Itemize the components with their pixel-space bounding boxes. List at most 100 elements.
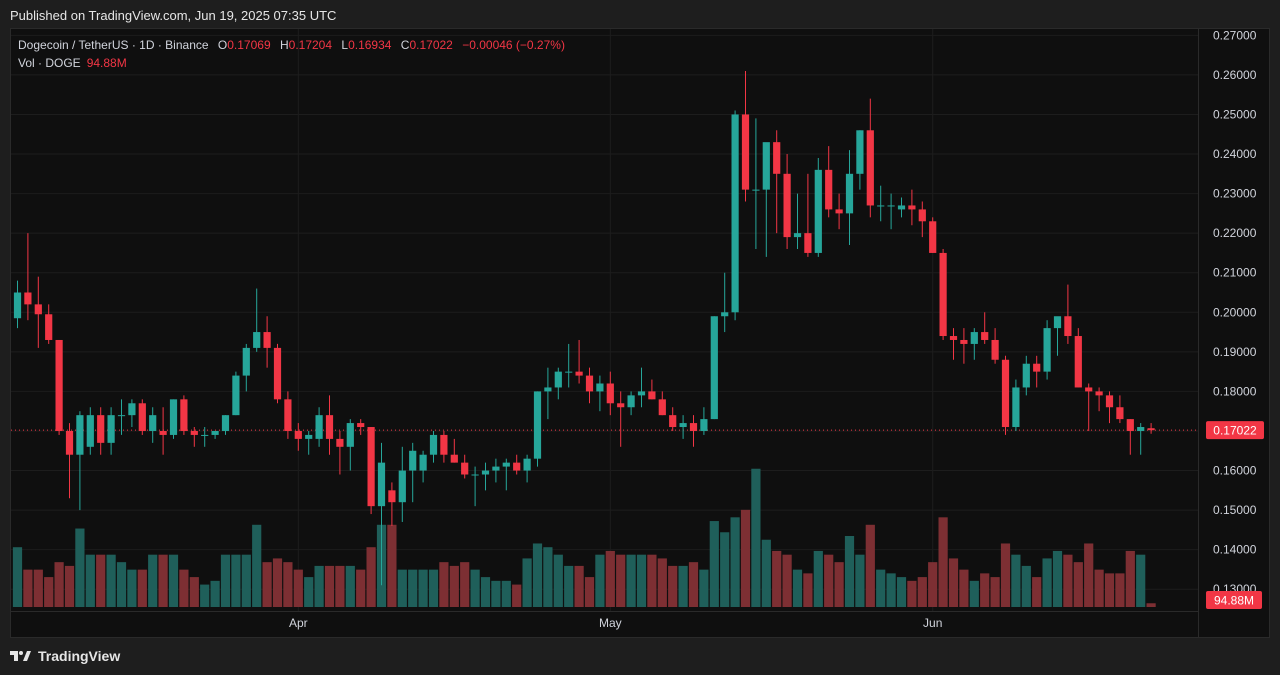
symbol-title[interactable]: Dogecoin / TetherUS · 1D · Binance — [18, 38, 209, 52]
volume-bar — [387, 524, 397, 607]
candle-body — [804, 233, 812, 253]
candle-body — [617, 403, 625, 408]
volume-bar — [501, 580, 511, 607]
candle-body — [970, 332, 978, 344]
open-label: O — [217, 38, 228, 52]
volume-bar — [709, 521, 719, 607]
y-tick-label: 0.24000 — [1213, 147, 1257, 161]
tradingview-brand-label: TradingView — [38, 648, 121, 664]
volume-bar — [1021, 565, 1031, 607]
volume-bar — [1115, 573, 1125, 607]
candle-body — [97, 415, 105, 443]
candle-body — [575, 371, 583, 376]
y-tick-label: 0.21000 — [1213, 266, 1257, 280]
candle-body — [471, 474, 479, 476]
volume-bar — [283, 562, 293, 607]
candle-body — [1022, 363, 1030, 388]
volume-bar — [595, 554, 605, 607]
low-label: L — [341, 38, 349, 52]
y-tick-label: 0.18000 — [1213, 384, 1257, 398]
y-tick-label: 0.16000 — [1213, 464, 1257, 478]
candle-body — [669, 415, 677, 428]
tradingview-brand[interactable]: TradingView — [10, 648, 120, 664]
close-label: C — [400, 38, 410, 52]
x-tick-label: May — [599, 616, 622, 630]
candle-body — [783, 173, 791, 238]
volume-bar — [304, 577, 314, 607]
volume-bar — [844, 536, 855, 607]
volume-tag-label: 94.88M — [1214, 594, 1254, 608]
y-tick-label: 0.26000 — [1213, 68, 1257, 82]
volume-label[interactable]: Vol · DOGE — [18, 56, 81, 70]
volume-bar — [356, 569, 366, 607]
candle-body — [658, 399, 666, 416]
volume-bar — [345, 565, 355, 607]
candle-body — [461, 462, 469, 475]
chart-frame[interactable] — [10, 28, 1270, 638]
candle-body — [263, 332, 271, 348]
volume-value: 94.88M — [86, 56, 127, 70]
candle-body — [554, 371, 562, 388]
volume-bar — [12, 547, 23, 607]
volume-bar — [23, 569, 33, 607]
volume-bar — [522, 558, 532, 607]
volume-bar — [252, 524, 262, 607]
candle-body — [1053, 316, 1062, 329]
volume-bar — [699, 569, 709, 607]
y-tick-label: 0.23000 — [1213, 187, 1257, 201]
volume-bar — [532, 543, 543, 607]
volume-bar — [1032, 577, 1042, 607]
volume-bar — [772, 550, 782, 607]
volume-bar — [782, 554, 792, 607]
candle-body — [752, 189, 760, 191]
volume-bar — [564, 565, 574, 607]
candle-body — [388, 490, 396, 503]
volume-bar — [512, 584, 522, 607]
volume-bar — [876, 569, 886, 607]
volume-bar — [1073, 562, 1083, 607]
candle-body — [533, 391, 542, 459]
candle-body — [305, 434, 313, 439]
volume-bar — [1042, 558, 1052, 607]
candle-body — [34, 304, 42, 315]
open-value: 0.17069 — [227, 38, 271, 52]
volume-bar — [688, 562, 699, 607]
volume-bar — [418, 569, 428, 607]
candle-body — [513, 462, 521, 471]
candle-body — [221, 415, 230, 431]
volume-bar — [168, 554, 179, 607]
candle-body — [544, 387, 552, 392]
candle-body — [887, 205, 895, 207]
candle-body — [773, 142, 781, 174]
volume-bar — [1011, 554, 1021, 607]
candle-body — [845, 173, 854, 214]
volume-bar — [127, 569, 137, 607]
candle-body — [877, 205, 885, 207]
volume-bar — [179, 569, 189, 607]
candle-body — [648, 391, 656, 400]
candle-body — [960, 339, 968, 344]
y-tick-label: 0.14000 — [1213, 543, 1257, 557]
volume-bar — [96, 554, 106, 607]
volume-bar — [938, 517, 948, 607]
candle-body — [1064, 316, 1072, 337]
high-label: H — [279, 38, 289, 52]
volume-bar — [189, 577, 199, 607]
candle-body — [1074, 336, 1082, 388]
volume-bar — [272, 558, 283, 607]
candle-body — [440, 434, 448, 455]
volume-bar — [616, 554, 626, 607]
volume-bar — [1125, 550, 1135, 607]
candle-body — [409, 450, 417, 471]
tradingview-logo-icon — [10, 651, 31, 661]
candle-body — [721, 312, 729, 317]
volume-bar — [137, 569, 147, 607]
volume-bar — [1052, 550, 1063, 607]
candle-body — [450, 454, 458, 463]
candle-body — [367, 427, 375, 507]
candle-body — [1033, 363, 1041, 372]
candle-body — [481, 470, 490, 475]
volume-bar — [543, 547, 553, 607]
candle-body — [346, 423, 354, 447]
